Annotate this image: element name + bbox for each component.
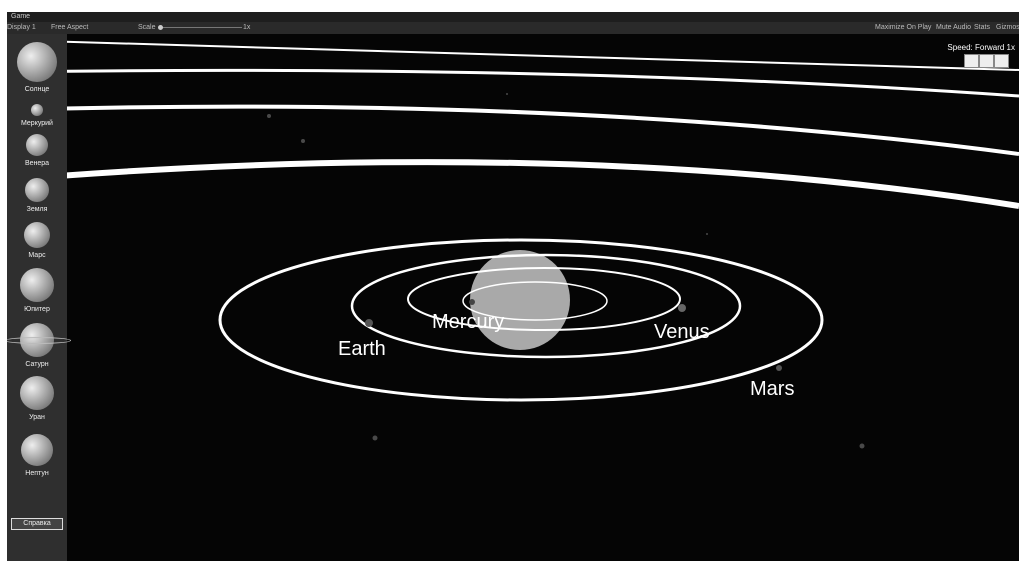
planet-icon[interactable] [25,178,49,202]
planet-name[interactable]: Венера [24,160,50,167]
planet-name[interactable]: Уран [29,414,45,421]
game-view: Mercury Venus Earth Mars Солнце Меркурий В… [7,34,1019,561]
earth-orbit [350,253,742,359]
speed-label: Speed: Forward 1x [947,43,1015,52]
stats-toggle[interactable]: Stats [974,24,990,31]
planet-label: Earth [338,338,386,360]
planet-sidebar: Солнце Меркурий Венера Земля Марс Юпитер Сатур… [7,34,71,561]
planet-label: Venus [654,321,710,343]
sun[interactable] [470,250,570,350]
scale-value: 1x [243,24,251,31]
planet-name[interactable]: Солнце [24,86,50,93]
scale-label: Scale [138,24,156,31]
play-button[interactable] [979,54,994,68]
mercury-orbit [462,281,608,321]
planet-name[interactable]: Меркурий [21,120,53,127]
planet-name[interactable]: Нептун [25,470,49,477]
saturn-ring [7,337,71,344]
planet-icon[interactable] [20,268,54,302]
mercury[interactable] [469,299,475,305]
planet-icon[interactable] [17,42,57,82]
mars[interactable] [776,365,782,371]
planet-icon[interactable] [24,222,50,248]
mute-toggle[interactable]: Mute Audio [936,24,972,31]
scene: Mercury Venus Earth Mars [7,39,1019,449]
mars-orbit [218,238,824,402]
planet-icon[interactable] [21,434,53,466]
planet-name[interactable]: Земля [26,206,48,213]
planet-label: Mercury [432,311,504,333]
scale-slider[interactable] [162,27,242,28]
planet-icon[interactable] [26,134,48,156]
rewind-button[interactable] [964,54,979,68]
earth[interactable] [365,319,373,327]
gizmos-toggle[interactable]: Gizmos [996,24,1019,31]
venus[interactable] [678,304,686,312]
tab-bar: Game [7,12,1019,22]
planet-name[interactable]: Сатурн [25,361,49,368]
scale-handle[interactable] [158,25,163,30]
planet-icon[interactable] [31,104,43,116]
planet-label: Mars [750,378,794,400]
toolbar: Display 1 Free Aspect Scale 1x Maximize … [7,22,1019,34]
help-button[interactable]: Справка [11,518,63,530]
aspect-dropdown[interactable]: Free Aspect [51,24,89,31]
venus-orbit [407,267,681,331]
game-tab[interactable]: Game [11,13,31,20]
planet-name[interactable]: Юпитер [24,306,50,313]
planet-icon[interactable] [20,376,54,410]
planet-name[interactable]: Марс [28,252,46,259]
display-dropdown[interactable]: Display 1 [7,24,36,31]
forward-button[interactable] [994,54,1009,68]
maximize-toggle[interactable]: Maximize On Play [875,24,932,31]
